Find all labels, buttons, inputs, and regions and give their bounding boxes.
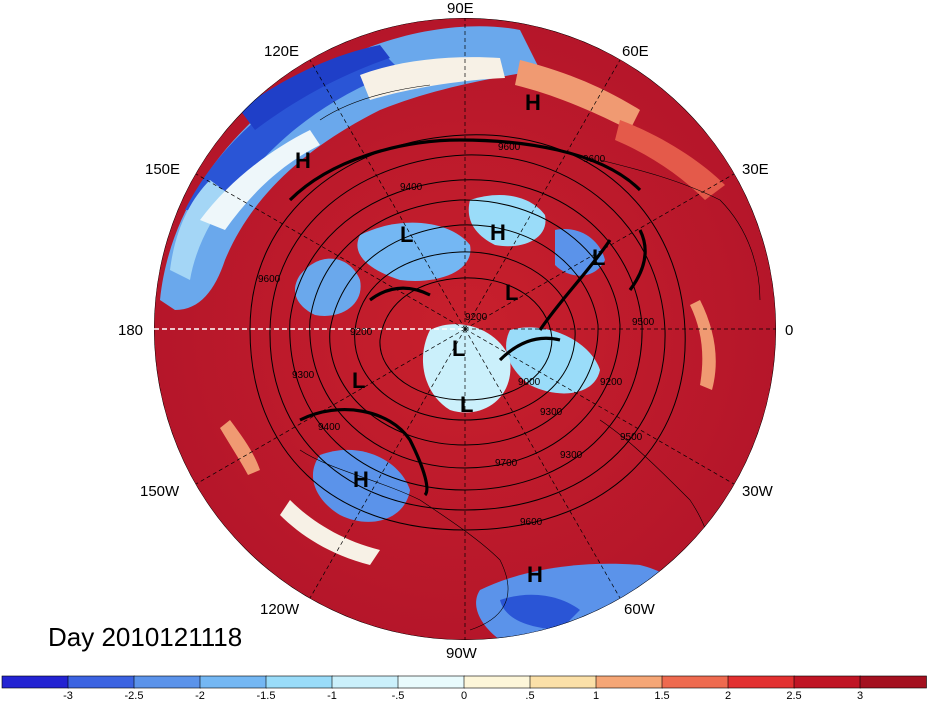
- colorbar-swatch: [199, 675, 267, 689]
- lon-label-120e: 120E: [264, 43, 299, 60]
- longitude-labels: 90E 60E 30E 0 30W 60W 90W 120W 150W 180 …: [118, 0, 793, 662]
- colorbar-swatch: [859, 675, 927, 689]
- colorbar-swatch: [397, 675, 465, 689]
- colorbar-swatch: [529, 675, 597, 689]
- contour-label: 9600: [498, 142, 521, 153]
- colorbar-tick-label: 2: [725, 690, 731, 702]
- contour-labels: 9600 9600 9500 9600 9300 9200 9400 9200 …: [258, 142, 655, 528]
- colorbar-tick-label: -3: [63, 690, 73, 702]
- colorbar-tick-label: 2.5: [786, 690, 801, 702]
- colorbar-swatch: [793, 675, 861, 689]
- pressure-centers: H H H H H L L L L L L: [295, 90, 605, 587]
- lon-label-30w: 30W: [742, 483, 774, 500]
- contour-label: 9400: [318, 422, 341, 433]
- colorbar-swatch: [331, 675, 399, 689]
- low-pressure-label: L: [460, 392, 473, 417]
- colorbar: -3 -2.5 -2 -1.5 -1 -.5 0 .5 1 1.5 2 2.5 3: [1, 675, 927, 702]
- colorbar-tick-label: 1: [593, 690, 599, 702]
- contour-label: 9200: [600, 377, 623, 388]
- low-pressure-label: L: [400, 222, 413, 247]
- colorbar-swatch: [265, 675, 333, 689]
- colorbar-tick-label: -1.5: [257, 690, 276, 702]
- lon-label-0: 0: [785, 322, 793, 339]
- colorbar-swatch: [1, 675, 69, 689]
- contour-label: 9500: [632, 317, 655, 328]
- colorbar-tick-label: -.5: [392, 690, 405, 702]
- colorbar-tick-label: 3: [857, 690, 863, 702]
- colorbar-swatch: [661, 675, 729, 689]
- colorbar-swatch: [67, 675, 135, 689]
- lon-label-90w: 90W: [446, 645, 478, 662]
- colorbar-tick-label: 0: [461, 690, 467, 702]
- high-pressure-label: H: [490, 220, 506, 245]
- contour-label: 9600: [583, 154, 606, 165]
- colorbar-swatch: [727, 675, 795, 689]
- low-pressure-label: L: [505, 280, 518, 305]
- colorbar-tick-label: 1.5: [654, 690, 669, 702]
- lon-label-180: 180: [118, 322, 143, 339]
- day-title: Day 2010121118: [48, 622, 242, 652]
- colorbar-tick-label: -2: [195, 690, 205, 702]
- contour-label: 9400: [400, 182, 423, 193]
- contour-label: 9600: [258, 274, 281, 285]
- contour-label: 9200: [350, 327, 373, 338]
- low-pressure-label: L: [352, 368, 365, 393]
- lon-label-60w: 60W: [624, 601, 656, 618]
- high-pressure-label: H: [527, 562, 543, 587]
- high-pressure-label: H: [295, 148, 311, 173]
- lon-label-30e: 30E: [742, 161, 769, 178]
- high-pressure-label: H: [525, 90, 541, 115]
- contour-label: 9500: [620, 432, 643, 443]
- contour-label: 9700: [495, 458, 518, 469]
- lon-label-150e: 150E: [145, 161, 180, 178]
- colorbar-swatch: [133, 675, 201, 689]
- contour-label: 9300: [560, 450, 583, 461]
- colorbar-swatch: [463, 675, 531, 689]
- colorbar-tick-label: -2.5: [125, 690, 144, 702]
- lon-label-90e: 90E: [447, 0, 474, 17]
- colorbar-tick-label: -1: [327, 690, 337, 702]
- contour-label: 9000: [518, 377, 541, 388]
- contour-label: 9600: [520, 517, 543, 528]
- contour-label: 9300: [292, 370, 315, 381]
- colorbar-swatch: [595, 675, 663, 689]
- contour-label: 9200: [465, 312, 488, 323]
- high-pressure-label: H: [353, 467, 369, 492]
- lon-label-60e: 60E: [622, 43, 649, 60]
- low-pressure-label: L: [592, 245, 605, 270]
- lon-label-150w: 150W: [140, 483, 180, 500]
- anomaly-field: [154, 18, 776, 640]
- contour-label: 9300: [540, 407, 563, 418]
- low-pressure-label: L: [452, 336, 465, 361]
- lon-label-120w: 120W: [260, 601, 300, 618]
- colorbar-tick-label: .5: [525, 690, 534, 702]
